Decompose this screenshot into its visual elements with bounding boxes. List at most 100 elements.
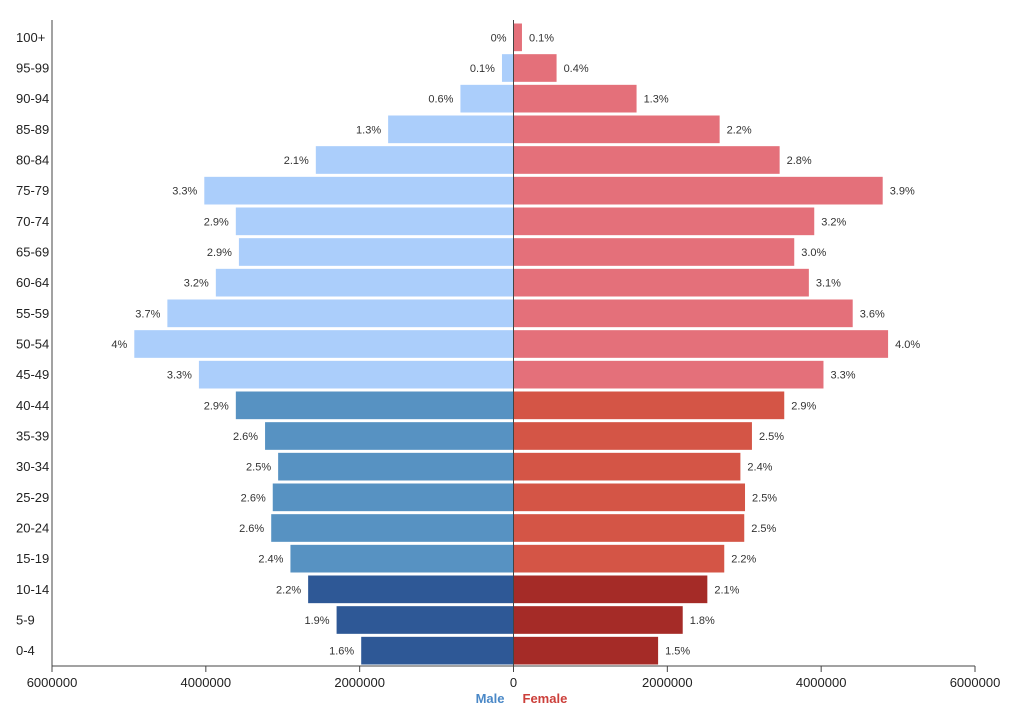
male-pct-label-25-29: 2.6% <box>241 492 266 504</box>
female-pct-label-0-4: 1.5% <box>665 646 690 658</box>
female-pct-label-80-84: 2.8% <box>787 155 812 167</box>
male-bar-70-74 <box>235 207 514 236</box>
age-label-35-39: 35-39 <box>16 429 49 444</box>
axes-group: 6000000 4000000 2000000 0 2000000 4000000 6000… <box>27 20 1000 690</box>
female-bar-70-74 <box>513 207 815 236</box>
male-bar-10-14 <box>308 575 514 604</box>
female-pct-label-95-99: 0.4% <box>564 63 589 75</box>
x-tick-label: 2000000 <box>334 675 385 690</box>
age-label-40-44: 40-44 <box>16 398 49 413</box>
male-pct-label-45-49: 3.3% <box>167 370 192 382</box>
female-pct-label-75-79: 3.9% <box>890 186 915 198</box>
female-pct-label-10-14: 2.1% <box>714 584 739 596</box>
female-bar-95-99 <box>513 54 557 82</box>
male-bar-80-84 <box>315 146 514 174</box>
age-label-30-34: 30-34 <box>16 459 49 474</box>
female-bar-20-24 <box>513 514 745 542</box>
female-pct-label-20-24: 2.5% <box>751 523 776 535</box>
male-pct-label-50-54: 4% <box>111 339 127 351</box>
age-label-85-89: 85-89 <box>16 122 49 137</box>
male-pct-label-55-59: 3.7% <box>135 308 160 320</box>
age-label-20-24: 20-24 <box>16 521 49 536</box>
x-tick-label: 4000000 <box>181 675 232 690</box>
male-pct-label-20-24: 2.6% <box>239 523 264 535</box>
male-pct-label-75-79: 3.3% <box>172 186 197 198</box>
female-bar-90-94 <box>513 84 637 113</box>
female-bar-50-54 <box>513 330 889 358</box>
legend-group: Male Female <box>476 691 568 706</box>
female-bar-85-89 <box>513 115 720 144</box>
female-bar-65-69 <box>513 238 795 266</box>
female-pct-label-50-54: 4.0% <box>895 339 920 351</box>
male-pct-label-30-34: 2.5% <box>246 462 271 474</box>
age-label-0-4: 0-4 <box>16 643 35 658</box>
male-pct-label-95-99: 0.1% <box>470 63 495 75</box>
bars-group <box>134 23 889 665</box>
female-bar-30-34 <box>513 452 741 481</box>
legend-female-label: Female <box>523 691 568 706</box>
female-bar-0-4 <box>513 636 659 665</box>
female-pct-label-85-89: 2.2% <box>727 124 752 136</box>
male-pct-label-0-4: 1.6% <box>329 646 354 658</box>
male-pct-label-90-94: 0.6% <box>428 94 453 106</box>
male-bar-40-44 <box>235 391 514 420</box>
legend-male-label: Male <box>476 691 505 706</box>
female-bar-40-44 <box>513 391 785 420</box>
age-label-15-19: 15-19 <box>16 551 49 566</box>
male-bar-35-39 <box>265 422 514 450</box>
x-tick-label: 2000000 <box>642 675 693 690</box>
male-bar-95-99 <box>501 54 514 82</box>
male-pct-label-35-39: 2.6% <box>233 431 258 443</box>
male-bar-20-24 <box>271 514 514 542</box>
x-tick-label: 6000000 <box>27 675 78 690</box>
age-label-60-64: 60-64 <box>16 275 49 290</box>
male-pct-label-15-19: 2.4% <box>258 554 283 566</box>
male-bar-30-34 <box>278 452 514 481</box>
male-pct-label-85-89: 1.3% <box>356 124 381 136</box>
age-label-50-54: 50-54 <box>16 337 49 352</box>
female-bar-80-84 <box>513 146 780 174</box>
age-label-80-84: 80-84 <box>16 153 49 168</box>
female-pct-label-5-9: 1.8% <box>690 615 715 627</box>
male-pct-label-40-44: 2.9% <box>204 400 229 412</box>
female-pct-label-25-29: 2.5% <box>752 492 777 504</box>
female-pct-label-100plus: 0.1% <box>529 32 554 44</box>
female-bar-15-19 <box>513 544 725 573</box>
female-pct-label-90-94: 1.3% <box>644 94 669 106</box>
female-pct-label-70-74: 3.2% <box>821 216 846 228</box>
x-tick-label: 4000000 <box>796 675 847 690</box>
male-bar-60-64 <box>215 268 514 297</box>
female-pct-label-30-34: 2.4% <box>747 462 772 474</box>
male-pct-label-70-74: 2.9% <box>204 216 229 228</box>
male-bar-0-4 <box>361 636 514 665</box>
female-pct-label-55-59: 3.6% <box>860 308 885 320</box>
female-bar-25-29 <box>513 483 746 512</box>
age-label-10-14: 10-14 <box>16 582 49 597</box>
age-label-55-59: 55-59 <box>16 306 49 321</box>
male-pct-label-65-69: 2.9% <box>207 247 232 259</box>
male-bar-25-29 <box>272 483 514 512</box>
male-bar-90-94 <box>460 84 514 113</box>
age-label-75-79: 75-79 <box>16 183 49 198</box>
female-bar-55-59 <box>513 299 853 328</box>
age-label-45-49: 45-49 <box>16 367 49 382</box>
age-label-90-94: 90-94 <box>16 91 49 106</box>
female-bar-45-49 <box>513 360 824 389</box>
male-bar-5-9 <box>336 606 514 634</box>
male-bar-85-89 <box>388 115 514 144</box>
male-pct-label-60-64: 3.2% <box>184 278 209 290</box>
female-pct-label-60-64: 3.1% <box>816 278 841 290</box>
male-bar-15-19 <box>290 544 514 573</box>
female-bar-35-39 <box>513 422 752 450</box>
male-bar-65-69 <box>238 238 514 266</box>
female-bar-60-64 <box>513 268 809 297</box>
male-pct-label-80-84: 2.1% <box>284 155 309 167</box>
female-bar-75-79 <box>513 176 883 205</box>
male-bar-55-59 <box>167 299 514 328</box>
female-pct-label-35-39: 2.5% <box>759 431 784 443</box>
female-bar-10-14 <box>513 575 708 604</box>
female-bar-100plus <box>513 23 522 52</box>
male-bar-50-54 <box>134 330 514 358</box>
male-pct-label-100plus: 0% <box>491 32 507 44</box>
